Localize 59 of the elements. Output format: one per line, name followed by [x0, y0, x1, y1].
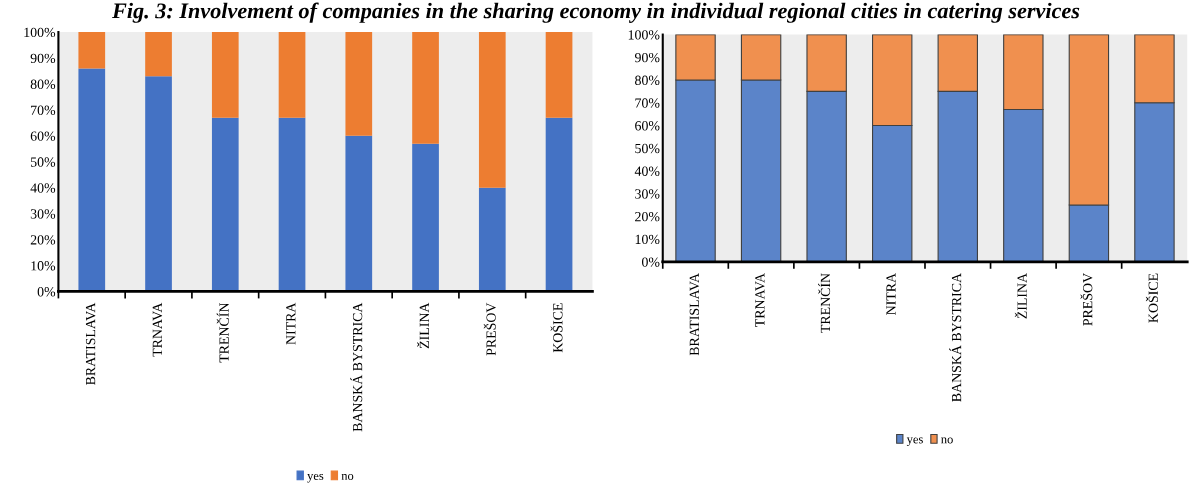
y-tick-label: 0%	[641, 257, 660, 267]
y-tick-label: 70%	[31, 105, 56, 115]
chart-title: Fig. 3: Involvement of companies in the sharing economy in individual regional cities in catering services	[112, 2, 1080, 23]
x-tick-label: KOŠICE	[1145, 273, 1158, 323]
y-tick-label: 100%	[628, 30, 660, 40]
y-tick-label: 10%	[31, 261, 56, 271]
y-tick-label: 70%	[635, 98, 660, 108]
bar	[78, 32, 106, 69]
bar	[278, 32, 306, 118]
x-tick-label: NITRA	[886, 273, 896, 315]
bar	[78, 68, 106, 292]
y-tick-label: 50%	[635, 143, 660, 154]
x-tick-label: NITRA	[286, 302, 296, 345]
bar	[545, 32, 573, 118]
y-tick-label: 10%	[635, 234, 660, 245]
x-tick-label: BRATISLAVA	[85, 302, 96, 386]
bar	[145, 32, 172, 77]
y-tick-label: 90%	[634, 52, 660, 63]
y-tick-label: 40%	[30, 183, 56, 193]
x-tick-label: ŽILINA	[417, 302, 429, 349]
bar	[412, 143, 439, 292]
x-tick-label: TRNAVA	[152, 302, 163, 357]
bar	[345, 32, 373, 136]
bar	[478, 32, 506, 188]
x-tick-label: TRENČÍN	[216, 302, 229, 363]
x-tick-label: BANSKÁ BYSTRICA	[949, 273, 962, 402]
y-tick-label: 90%	[30, 53, 56, 64]
y-tick-label: 30%	[635, 189, 660, 199]
x-tick-label: ŽILINA	[1014, 273, 1027, 319]
y-tick-label: 100%	[24, 27, 56, 38]
legend-label: yes	[307, 473, 324, 483]
bar	[211, 32, 239, 118]
y-tick-label: 20%	[30, 235, 56, 245]
x-tick-label: PREŠOV	[483, 302, 496, 356]
bar	[211, 117, 239, 292]
y-tick-label: 80%	[30, 79, 56, 89]
y-tick-label: 50%	[30, 157, 56, 167]
bar	[345, 135, 373, 292]
y-tick-label: 30%	[30, 209, 56, 219]
x-tick-label: KOŠICE	[550, 303, 563, 353]
x-tick-label: BRATISLAVA	[689, 273, 700, 356]
x-tick-label: BANSKÁ BYSTRICA	[350, 302, 363, 432]
legend-label: no	[341, 473, 354, 480]
legend-label: yes	[906, 437, 923, 446]
y-tick-label: 0%	[37, 287, 56, 297]
bar	[145, 76, 172, 292]
legend-label: no	[941, 437, 953, 444]
bar	[412, 32, 439, 144]
y-tick-label: 40%	[634, 166, 660, 176]
y-tick-label: 60%	[635, 121, 660, 131]
x-tick-label: TRENČÍN	[818, 273, 831, 333]
x-tick-label: TRNAVA	[755, 273, 765, 327]
y-tick-label: 60%	[30, 131, 56, 141]
y-tick-label: 80%	[635, 75, 660, 86]
bar	[545, 117, 573, 292]
bar	[478, 187, 506, 292]
y-tick-label: 20%	[635, 211, 660, 222]
bar	[278, 117, 306, 292]
x-tick-label: PREŠOV	[1080, 273, 1093, 326]
